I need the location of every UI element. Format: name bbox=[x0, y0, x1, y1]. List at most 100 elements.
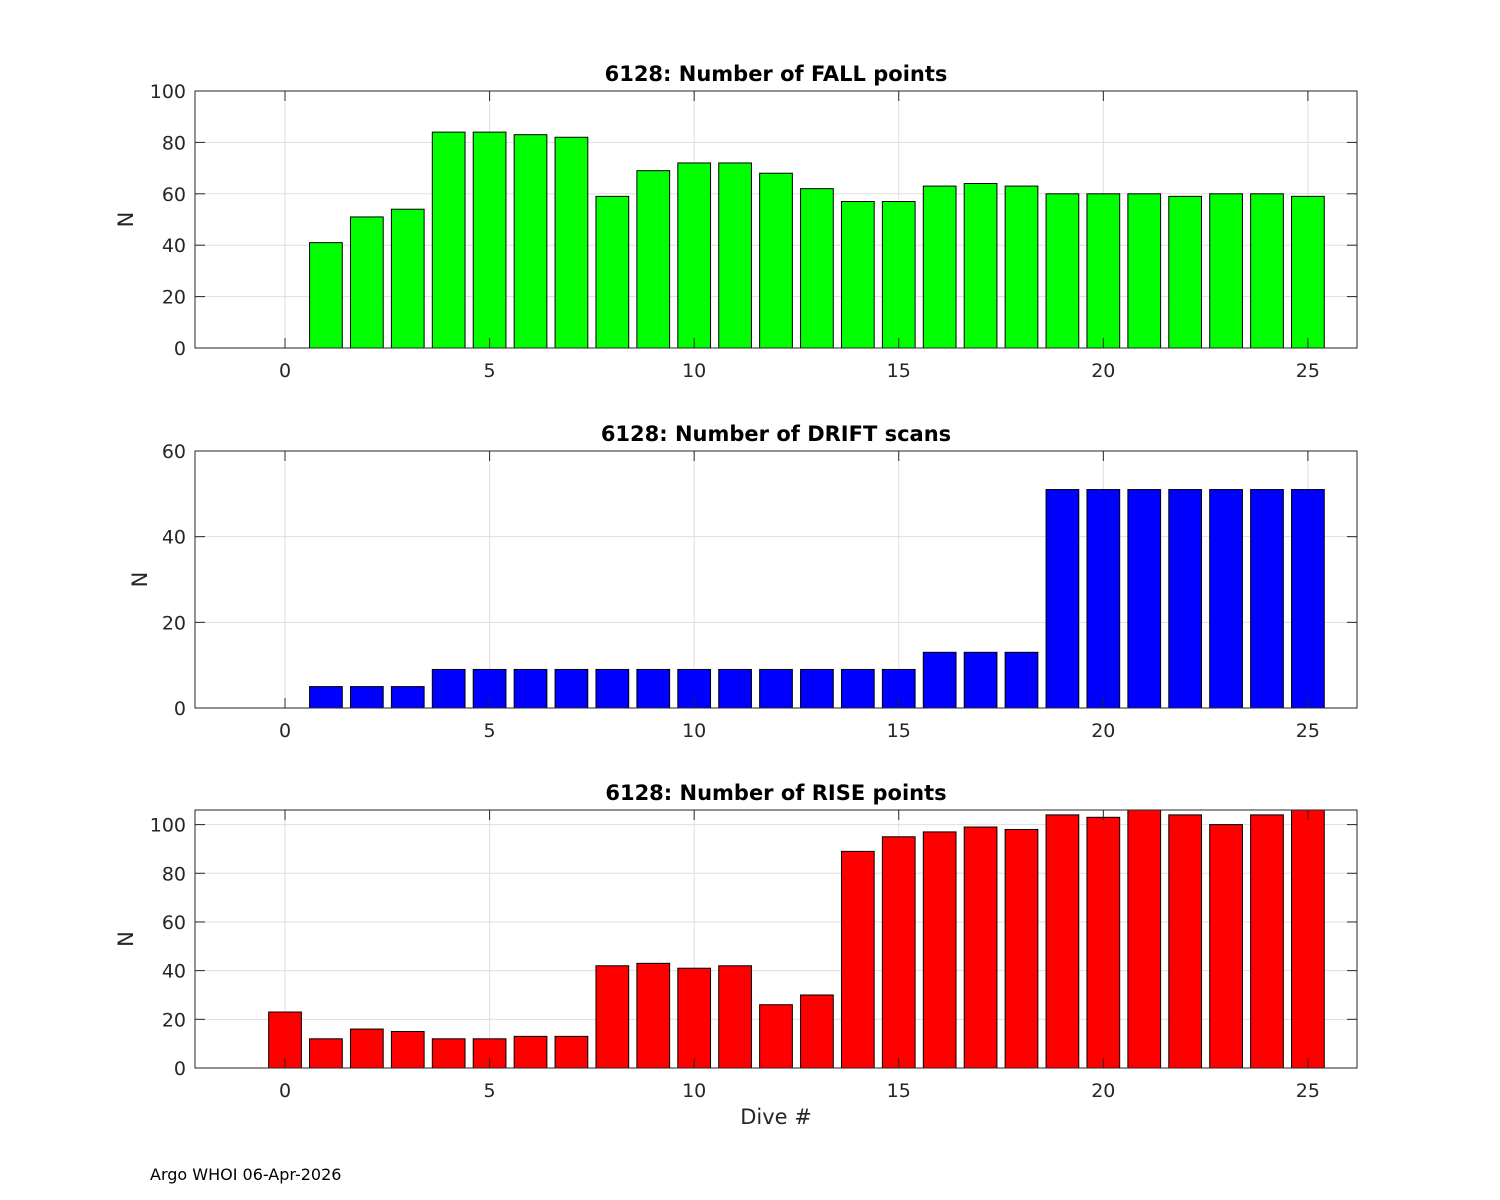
drift-bar bbox=[759, 668, 793, 709]
rise-y-tick-label: 40 bbox=[162, 961, 186, 983]
rise-x-tick-label: 5 bbox=[484, 1080, 496, 1102]
fall-x-tick-label: 10 bbox=[682, 360, 706, 382]
footer-stamp: Argo WHOI 06-Apr-2026 bbox=[150, 1165, 342, 1184]
drift-bar bbox=[840, 668, 875, 709]
fall-bar bbox=[1250, 193, 1284, 349]
fall-y-axis-label: N bbox=[114, 212, 138, 228]
drift-bar bbox=[431, 668, 466, 709]
rise-bar bbox=[513, 1035, 548, 1069]
fall-bar bbox=[922, 185, 957, 349]
fall-bar bbox=[595, 195, 630, 349]
rise-x-axis-label: Dive # bbox=[740, 1105, 812, 1129]
fall-bar bbox=[1086, 193, 1121, 349]
fall-bar bbox=[1127, 193, 1162, 349]
fall-y-tick-label: 20 bbox=[162, 287, 186, 309]
drift-bar bbox=[1250, 489, 1284, 709]
drift-y-tick-label: 40 bbox=[162, 527, 186, 549]
fall-bar bbox=[472, 131, 507, 349]
drift-plot-area bbox=[195, 451, 1357, 708]
drift-x-tick-label: 5 bbox=[484, 720, 496, 742]
rise-x-tick-label: 10 bbox=[682, 1080, 706, 1102]
drift-bar bbox=[1045, 489, 1080, 709]
fall-bar bbox=[718, 162, 752, 349]
rise-bar bbox=[1291, 809, 1325, 1069]
drift-bar bbox=[554, 668, 589, 709]
drift-bar bbox=[800, 668, 834, 709]
fall-chart: 0 5 10 15 20 25 0 20 40 60 80 100 6128: Number of FA… bbox=[114, 62, 1358, 382]
drift-bar bbox=[1168, 489, 1203, 709]
fall-bar bbox=[309, 242, 343, 349]
drift-y-tick-label: 60 bbox=[162, 441, 186, 463]
fall-x-tick-label: 25 bbox=[1296, 360, 1320, 382]
rise-bar bbox=[1004, 828, 1039, 1069]
rise-bar bbox=[677, 967, 712, 1069]
rise-bar bbox=[349, 1028, 384, 1069]
drift-bar bbox=[636, 668, 671, 709]
fall-x-tick-label: 0 bbox=[279, 360, 291, 382]
rise-axes-box bbox=[194, 809, 1358, 1069]
rise-bar bbox=[1127, 809, 1162, 1069]
fall-x-tick-label: 20 bbox=[1091, 360, 1115, 382]
fall-bar bbox=[513, 134, 548, 349]
fall-bar bbox=[881, 201, 916, 349]
drift-x-tick-label: 15 bbox=[887, 720, 911, 742]
fall-bar bbox=[636, 170, 671, 349]
rise-y-tick-label: 60 bbox=[162, 912, 186, 934]
rise-bar bbox=[1168, 814, 1203, 1069]
fall-axes-box bbox=[194, 90, 1358, 349]
rise-y-tick-label: 20 bbox=[162, 1009, 186, 1031]
rise-bar bbox=[963, 826, 998, 1069]
drift-x-tick-label: 25 bbox=[1296, 720, 1320, 742]
drift-x-tick-label: 0 bbox=[279, 720, 291, 742]
fall-bar bbox=[1291, 195, 1325, 349]
rise-y-tick-label: 0 bbox=[174, 1058, 186, 1080]
rise-chart: 0 5 10 15 20 25 0 20 40 60 80 100 6128: Number of RI… bbox=[114, 781, 1358, 1129]
rise-bar bbox=[759, 1004, 793, 1069]
drift-bar bbox=[595, 668, 630, 709]
drift-x-tick-label: 20 bbox=[1091, 720, 1115, 742]
rise-bar bbox=[718, 965, 752, 1069]
rise-bar bbox=[800, 994, 834, 1069]
rise-y-tick-label: 80 bbox=[162, 863, 186, 885]
drift-bar bbox=[1004, 651, 1039, 709]
rise-bar bbox=[1086, 816, 1121, 1069]
fall-x-tick-label: 15 bbox=[887, 360, 911, 382]
rise-bar bbox=[431, 1038, 466, 1069]
rise-x-tick-label: 25 bbox=[1296, 1080, 1320, 1102]
fall-bar bbox=[431, 131, 466, 349]
fall-bar bbox=[1209, 193, 1243, 349]
fall-y-tick-label: 40 bbox=[162, 235, 186, 257]
rise-bar bbox=[922, 831, 957, 1069]
fall-bar bbox=[349, 216, 384, 349]
fall-y-tick-label: 80 bbox=[162, 132, 186, 154]
fall-y-tick-label: 0 bbox=[174, 338, 186, 360]
drift-chart: 0 5 10 15 20 25 0 20 40 60 6128: Number of DRIFT s… bbox=[128, 422, 1358, 742]
drift-bar bbox=[1291, 489, 1325, 709]
fall-bar bbox=[554, 136, 589, 349]
rise-bar bbox=[1045, 814, 1080, 1069]
fall-bar bbox=[840, 201, 875, 349]
rise-bar bbox=[881, 836, 916, 1069]
fall-bar bbox=[1004, 185, 1039, 349]
fall-bar bbox=[963, 183, 998, 349]
drift-bar bbox=[718, 668, 752, 709]
fall-y-tick-label: 100 bbox=[150, 81, 186, 103]
drift-y-tick-label: 20 bbox=[162, 612, 186, 634]
drift-axes-box bbox=[194, 450, 1358, 709]
drift-bar bbox=[963, 651, 998, 709]
rise-bar bbox=[390, 1030, 425, 1069]
drift-bar bbox=[349, 686, 384, 709]
rise-x-tick-label: 0 bbox=[279, 1080, 291, 1102]
drift-bar bbox=[390, 686, 425, 709]
drift-y-tick-label: 0 bbox=[174, 698, 186, 720]
rise-y-axis-label: N bbox=[114, 931, 138, 947]
drift-bar bbox=[1086, 489, 1121, 709]
drift-y-axis-label: N bbox=[128, 572, 152, 588]
rise-x-tick-label: 15 bbox=[887, 1080, 911, 1102]
fall-chart-title: 6128: Number of FALL points bbox=[605, 62, 948, 86]
drift-bar bbox=[513, 668, 548, 709]
drift-bar bbox=[1127, 489, 1162, 709]
fall-bar bbox=[1045, 193, 1080, 349]
fall-x-tick-label: 5 bbox=[484, 360, 496, 382]
